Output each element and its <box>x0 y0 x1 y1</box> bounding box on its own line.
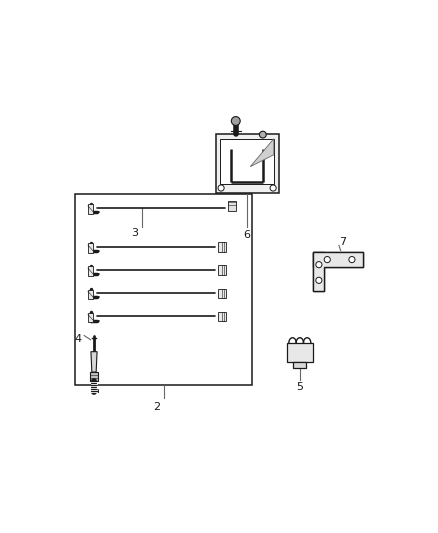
Circle shape <box>348 256 354 263</box>
Bar <box>88 243 93 253</box>
Bar <box>88 289 93 299</box>
Bar <box>220 139 273 184</box>
Bar <box>313 252 324 291</box>
Text: 4: 4 <box>74 334 81 344</box>
Bar <box>218 312 226 321</box>
Circle shape <box>231 117 240 125</box>
Polygon shape <box>250 139 273 167</box>
Bar <box>293 362 306 368</box>
Bar <box>88 266 93 276</box>
Bar <box>218 243 226 252</box>
Circle shape <box>315 262 321 268</box>
Circle shape <box>323 256 329 263</box>
Text: 6: 6 <box>243 230 250 240</box>
Text: 2: 2 <box>153 402 160 412</box>
Circle shape <box>269 185 276 191</box>
Bar <box>227 201 235 211</box>
Polygon shape <box>91 352 97 372</box>
Bar <box>313 252 362 267</box>
Text: 7: 7 <box>338 237 345 247</box>
Bar <box>286 343 312 362</box>
Bar <box>75 195 251 385</box>
Circle shape <box>259 131 265 138</box>
Circle shape <box>218 185 224 191</box>
Bar <box>89 372 98 381</box>
Bar <box>88 204 93 214</box>
Text: 3: 3 <box>131 229 138 238</box>
Bar <box>218 265 226 275</box>
Bar <box>218 288 226 298</box>
Bar <box>88 313 93 322</box>
Polygon shape <box>313 252 362 291</box>
Bar <box>215 134 278 193</box>
Circle shape <box>315 277 321 284</box>
Text: 5: 5 <box>296 382 303 392</box>
